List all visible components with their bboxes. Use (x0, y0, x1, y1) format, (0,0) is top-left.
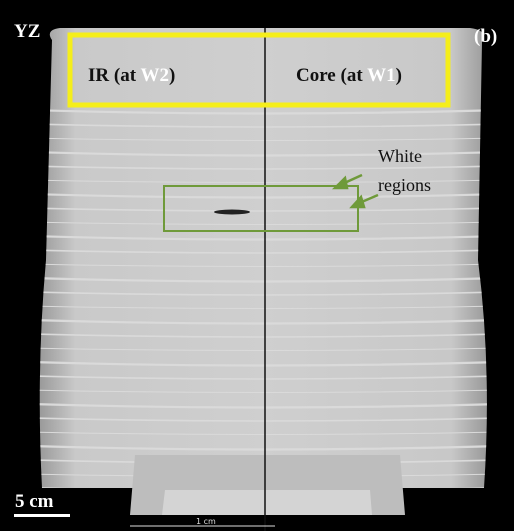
defect (214, 210, 250, 215)
ruler-label: 1 cm (196, 517, 216, 526)
core-label: Core (at W1) (296, 65, 402, 86)
ir-window: W2 (140, 65, 169, 86)
panel-label: (b) (474, 26, 497, 47)
ir-label: IR (at W2) (88, 65, 175, 86)
core-window: W1 (367, 65, 396, 86)
ir-close: ) (169, 65, 175, 86)
ct-scan-figure: YZ (b) IR (at W2) Core (at W1) White reg… (0, 0, 514, 531)
core-close: ) (396, 65, 402, 86)
ir-text: IR (at (88, 65, 140, 86)
annotation-line-2: regions (378, 175, 431, 195)
view-label: YZ (14, 21, 40, 42)
scale-bar-label: 5 cm (15, 491, 54, 512)
core-text: Core (at (296, 65, 367, 86)
scale-bar (14, 514, 70, 517)
pedestal-inner (162, 490, 372, 515)
annotation-line-1: White (378, 146, 422, 166)
